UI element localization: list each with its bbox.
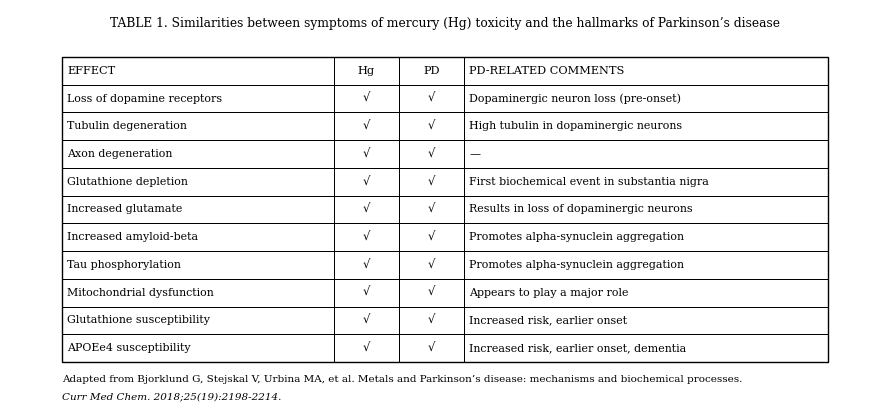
Bar [62, 112, 334, 140]
Text: √: √ [428, 314, 435, 327]
Text: Adapted from Bjorklund G, Stejskal V, Urbina MA, et al. Metals and Parkinson’s d: Adapted from Bjorklund G, Stejskal V, Ur… [62, 375, 742, 384]
Text: TABLE 1. Similarities between symptoms of mercury (Hg) toxicity and the hallmark: TABLE 1. Similarities between symptoms o… [110, 16, 780, 30]
Text: Loss of dopamine receptors: Loss of dopamine receptors [67, 94, 222, 104]
Bar [62, 140, 334, 168]
Text: √: √ [363, 92, 370, 105]
Text: √: √ [363, 258, 370, 271]
Bar [62, 57, 828, 362]
Bar [465, 140, 828, 168]
Bar [399, 196, 465, 223]
Bar [62, 306, 334, 334]
Text: √: √ [428, 203, 435, 216]
Text: APOEe4 susceptibility: APOEe4 susceptibility [67, 343, 190, 353]
Text: Axon degeneration: Axon degeneration [67, 149, 173, 159]
Bar [399, 168, 465, 196]
Bar [465, 334, 828, 362]
Text: Dopaminergic neuron loss (pre-onset): Dopaminergic neuron loss (pre-onset) [469, 93, 681, 104]
Bar [399, 57, 465, 85]
Text: Results in loss of dopaminergic neurons: Results in loss of dopaminergic neurons [469, 204, 692, 214]
Bar [399, 251, 465, 279]
Text: √: √ [363, 342, 370, 354]
Bar [62, 196, 334, 223]
Text: Glutathione susceptibility: Glutathione susceptibility [67, 316, 210, 325]
Bar [465, 112, 828, 140]
Text: Increased amyloid-beta: Increased amyloid-beta [67, 232, 198, 242]
Text: Mitochondrial dysfunction: Mitochondrial dysfunction [67, 288, 214, 298]
Text: Increased risk, earlier onset, dementia: Increased risk, earlier onset, dementia [469, 343, 686, 353]
Text: Hg: Hg [358, 66, 375, 76]
Text: Appears to play a major role: Appears to play a major role [469, 288, 628, 298]
Bar [334, 223, 399, 251]
Text: √: √ [363, 148, 370, 161]
Text: PD-RELATED COMMENTS: PD-RELATED COMMENTS [469, 66, 625, 76]
Bar [334, 140, 399, 168]
Text: Tau phosphorylation: Tau phosphorylation [67, 260, 181, 270]
Bar [465, 168, 828, 196]
Bar [399, 279, 465, 306]
Text: √: √ [363, 203, 370, 216]
Bar [465, 57, 828, 85]
Bar [62, 57, 334, 85]
Text: √: √ [363, 231, 370, 244]
Bar [334, 57, 399, 85]
Bar [399, 112, 465, 140]
Bar [334, 251, 399, 279]
Bar [334, 168, 399, 196]
Text: Glutathione depletion: Glutathione depletion [67, 177, 188, 187]
Bar [334, 334, 399, 362]
Bar [465, 251, 828, 279]
Bar [465, 223, 828, 251]
Bar [334, 196, 399, 223]
Text: Promotes alpha-synuclein aggregation: Promotes alpha-synuclein aggregation [469, 232, 684, 242]
Bar [465, 279, 828, 306]
Text: √: √ [363, 286, 370, 299]
Bar [465, 306, 828, 334]
Text: √: √ [428, 231, 435, 244]
Bar [334, 85, 399, 112]
Text: √: √ [428, 92, 435, 105]
Text: PD: PD [424, 66, 440, 76]
Bar [399, 85, 465, 112]
Text: √: √ [428, 148, 435, 161]
Bar [334, 306, 399, 334]
Bar [62, 251, 334, 279]
Bar [465, 196, 828, 223]
Text: —: — [469, 149, 480, 159]
Bar [62, 168, 334, 196]
Text: √: √ [428, 175, 435, 188]
Bar [62, 85, 334, 112]
Bar [62, 223, 334, 251]
Text: √: √ [428, 342, 435, 354]
Text: √: √ [363, 120, 370, 133]
Bar [334, 279, 399, 306]
Bar [399, 140, 465, 168]
Bar [62, 279, 334, 306]
Bar [399, 223, 465, 251]
Text: EFFECT: EFFECT [67, 66, 115, 76]
Text: Curr Med Chem. 2018;25(19):2198-2214.: Curr Med Chem. 2018;25(19):2198-2214. [62, 392, 281, 401]
Text: Increased glutamate: Increased glutamate [67, 204, 182, 214]
Text: Increased risk, earlier onset: Increased risk, earlier onset [469, 316, 627, 325]
Text: √: √ [363, 175, 370, 188]
Bar [399, 306, 465, 334]
Bar [334, 112, 399, 140]
Text: √: √ [363, 314, 370, 327]
Text: First biochemical event in substantia nigra: First biochemical event in substantia ni… [469, 177, 709, 187]
Bar [399, 334, 465, 362]
Text: Promotes alpha-synuclein aggregation: Promotes alpha-synuclein aggregation [469, 260, 684, 270]
Text: √: √ [428, 286, 435, 299]
Text: √: √ [428, 120, 435, 133]
Text: Tubulin degeneration: Tubulin degeneration [67, 121, 187, 131]
Text: √: √ [428, 258, 435, 271]
Bar [465, 85, 828, 112]
Bar [62, 334, 334, 362]
Text: High tubulin in dopaminergic neurons: High tubulin in dopaminergic neurons [469, 121, 683, 131]
